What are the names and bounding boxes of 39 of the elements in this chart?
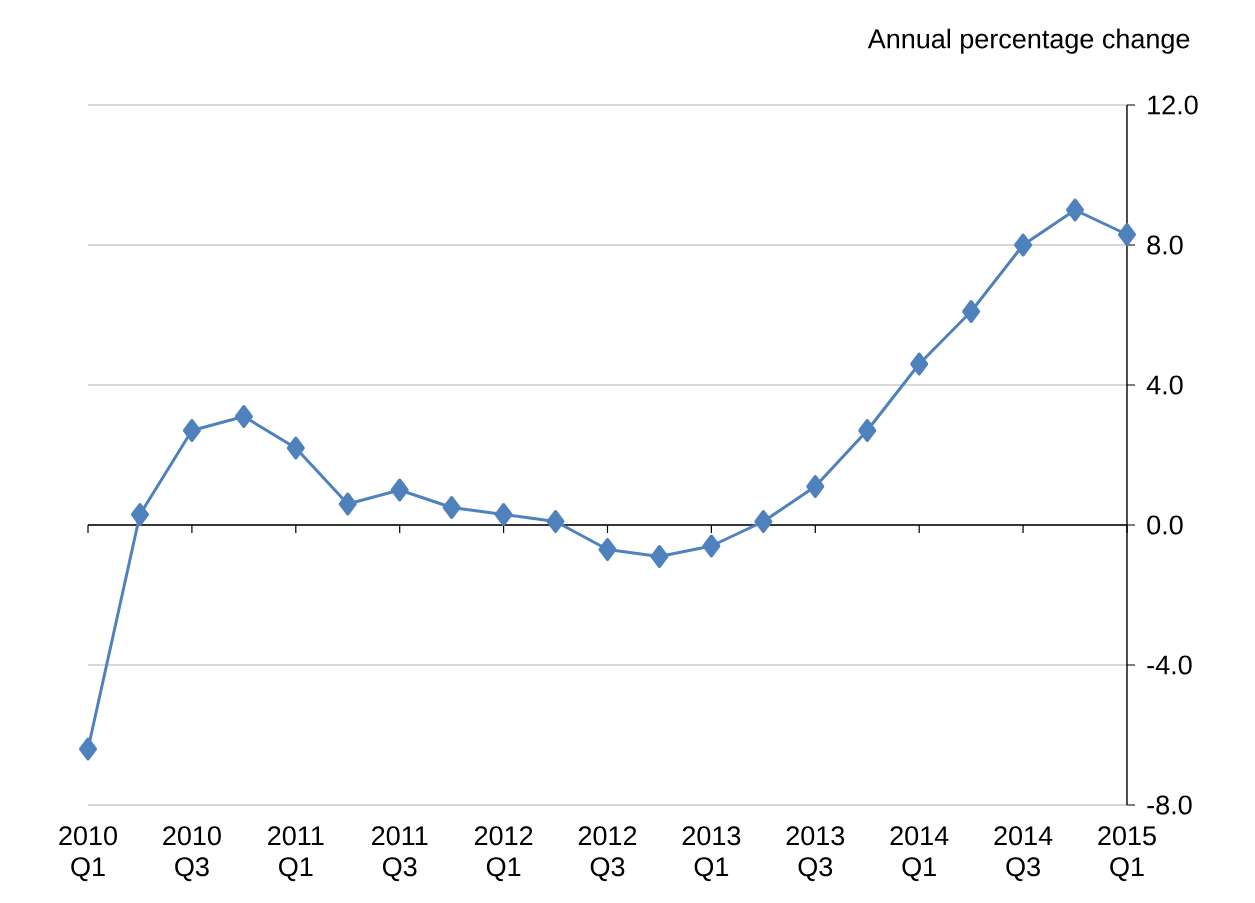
y-tick-label: 4.0 xyxy=(1146,375,1183,395)
x-tick-label: 2010 Q1 xyxy=(59,826,117,882)
point xyxy=(442,496,461,519)
point xyxy=(702,534,721,558)
point xyxy=(1066,198,1085,222)
y-tick-label: 0.0 xyxy=(1147,515,1183,535)
x-tick-label: 2012 Q1 xyxy=(474,826,533,882)
x-tick-label: 2011 Q1 xyxy=(268,826,324,882)
point xyxy=(962,300,981,323)
point xyxy=(546,510,565,533)
x-tick-label: 2012 Q3 xyxy=(578,826,637,882)
point xyxy=(858,419,877,442)
y-axis-title: Annual percentage change xyxy=(867,28,1190,54)
point xyxy=(286,436,305,460)
point xyxy=(338,492,357,516)
point xyxy=(130,503,149,526)
x-tick-label: 2010 Q3 xyxy=(163,826,221,882)
point xyxy=(1014,233,1033,257)
y-tick-label: -8.0 xyxy=(1147,795,1192,815)
point xyxy=(494,503,513,526)
point xyxy=(1117,222,1136,246)
x-tick-label: 2015 Q1 xyxy=(1098,826,1156,882)
point xyxy=(234,405,253,428)
y-tick-label: 12.0 xyxy=(1148,95,1198,115)
point xyxy=(598,538,617,561)
y-tick-label: 8.0 xyxy=(1147,235,1183,255)
point xyxy=(806,475,825,498)
y-tick-label: -4.0 xyxy=(1147,655,1192,675)
x-tick-label: 2011 Q3 xyxy=(372,826,428,882)
x-tick-label: 2014 Q1 xyxy=(890,826,949,882)
point xyxy=(754,510,773,533)
point xyxy=(650,545,669,568)
point xyxy=(79,737,97,761)
x-tick-label: 2013 Q3 xyxy=(786,826,845,882)
point xyxy=(910,352,929,376)
point xyxy=(182,419,201,442)
point xyxy=(390,478,409,502)
x-tick-label: 2013 Q1 xyxy=(682,826,741,882)
x-tick-label: 2014 Q3 xyxy=(994,826,1053,882)
